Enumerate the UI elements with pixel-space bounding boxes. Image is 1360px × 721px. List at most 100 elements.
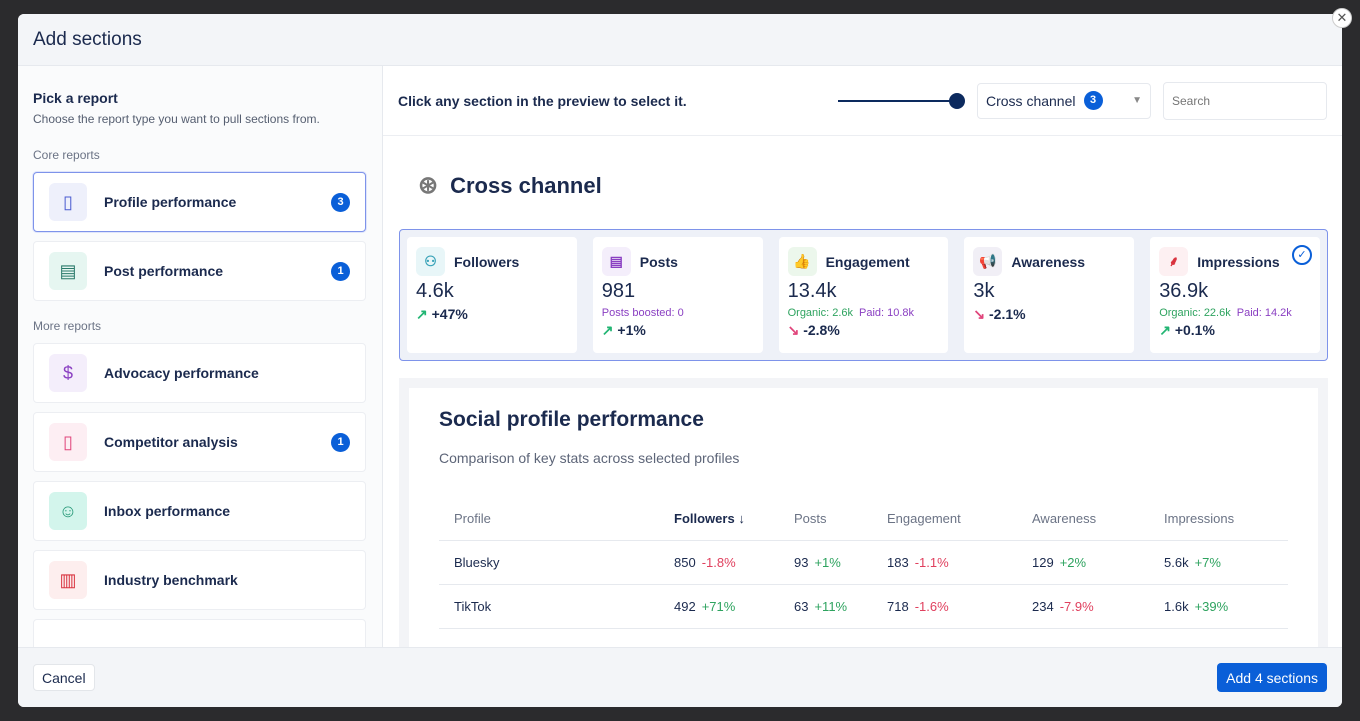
col-engagement[interactable]: Engagement — [872, 511, 1017, 541]
report-industry-benchmark[interactable]: ▥ Industry benchmark — [33, 550, 366, 610]
cell: 5.6k +7% — [1149, 540, 1288, 585]
cell-value: 1.6k — [1164, 599, 1189, 614]
channel-dropdown[interactable]: Cross channel 3 ▼ — [977, 82, 1151, 119]
cell: 183 -1.1% — [872, 540, 1017, 585]
chevron-down-icon: ▼ — [1132, 95, 1142, 106]
organic-value: Organic: 22.6k — [1159, 307, 1231, 319]
cell-change: -1.6% — [914, 599, 949, 614]
arrow-up-icon: ↗ — [1159, 322, 1171, 338]
stat-awareness: 📢 Awareness 3k ↘ -2.1% — [964, 237, 1135, 353]
cell: 129 +2% — [1017, 540, 1149, 585]
arrow-up-icon: ↗ — [416, 306, 428, 322]
stat-value: 36.9k — [1159, 280, 1209, 302]
search-input[interactable] — [1163, 81, 1327, 120]
table-row: Bluesky 850 -1.8% 93 +1% 183 -1.1% 129 +2% 5.6k +7… — [439, 540, 1288, 585]
profile-table: Profile Followers ↓ Posts Engagement Awa… — [439, 511, 1288, 629]
report-label: Post performance — [104, 263, 224, 279]
stat-value: 3k — [973, 280, 995, 302]
modal-footer: Cancel Add 4 sections — [18, 647, 1342, 707]
organic-value: Organic: 2.6k — [787, 307, 854, 319]
preview-title-text: Cross channel — [450, 172, 602, 198]
document-icon: ▤ — [601, 247, 631, 276]
preview-toolbar: Click any section in the preview to sele… — [383, 66, 1342, 136]
thumbs-up-icon: 👍 — [787, 247, 817, 276]
cell-change: +11% — [814, 599, 848, 614]
section-title: Social profile performance — [439, 408, 704, 431]
cell: 1.6k +39% — [1149, 584, 1288, 629]
cell-change: +1% — [814, 555, 841, 570]
report-label: Inbox performance — [104, 503, 231, 519]
cell: 850 -1.8% — [659, 540, 779, 585]
stat-label: Awareness — [1011, 253, 1086, 270]
report-competitor-analysis[interactable]: ▯ Competitor analysis 1 — [33, 412, 366, 472]
arrow-down-icon: ↘ — [787, 322, 800, 338]
arrow-up-icon: ↗ — [601, 322, 614, 338]
posts-boosted: Posts boosted: 0 — [601, 307, 684, 319]
globe-network-icon: ⊛ — [418, 172, 439, 199]
report-label: Competitor analysis — [104, 434, 238, 450]
stat-value: 4.6k — [416, 280, 454, 302]
cell: 234 -7.9% — [1017, 584, 1149, 629]
col-followers[interactable]: Followers ↓ — [659, 511, 779, 541]
cell-value: 183 — [887, 555, 909, 570]
cell-change: +71% — [701, 599, 736, 614]
stat-impressions: ⸙ Impressions 36.9k Organic: 22.6k Paid: 14.… — [1150, 237, 1320, 353]
preview-title: ⊛ Cross channel — [418, 171, 602, 200]
paid-value: Paid: 10.8k — [859, 307, 915, 319]
preview-content[interactable]: ⊛ Cross channel ⚇ Followers 4.6k ↗ +47% ▤ Pos… — [383, 136, 1342, 647]
users-icon: ⚇ — [416, 247, 445, 276]
cell-value: 850 — [674, 555, 696, 570]
report-picker: Pick a report Choose the report type you… — [18, 66, 383, 647]
stat-change: -2.8% — [803, 322, 840, 338]
inbox-icon: ☺ — [49, 492, 87, 530]
col-profile[interactable]: Profile — [439, 511, 659, 541]
selected-check-icon[interactable]: ✓ — [1291, 245, 1312, 265]
close-icon[interactable]: ✕ — [1332, 8, 1352, 28]
report-profile-performance[interactable]: ▯ Profile performance 3 — [33, 172, 366, 232]
cell-change: -7.9% — [1059, 599, 1094, 614]
paid-value: Paid: 14.2k — [1236, 307, 1292, 319]
megaphone-dollar-icon: $ — [49, 354, 87, 392]
cell-change: -1.1% — [914, 555, 949, 570]
modal-title: Add sections — [18, 14, 1342, 66]
stat-change: -2.1% — [989, 306, 1026, 322]
col-label: Followers — [674, 511, 735, 526]
report-label: Profile performance — [104, 194, 237, 210]
report-label: Advocacy performance — [104, 365, 259, 381]
cell-value: 5.6k — [1164, 555, 1189, 570]
cell-value: 93 — [794, 555, 809, 570]
slider-handle[interactable] — [949, 92, 965, 109]
cell-value: 234 — [1032, 599, 1054, 614]
social-profile-section[interactable]: Social profile performance Comparison of… — [399, 378, 1328, 647]
report-inbox-performance[interactable]: ☺ Inbox performance — [33, 481, 366, 541]
stat-label: Posts — [639, 253, 678, 270]
cell-change: -1.8% — [701, 555, 736, 570]
stat-label: Impressions — [1197, 253, 1280, 270]
col-awareness[interactable]: Awareness — [1017, 511, 1149, 541]
stat-change: +0.1% — [1174, 322, 1215, 338]
preview-hint: Click any section in the preview to sele… — [398, 92, 687, 109]
cell: 93 +1% — [779, 540, 872, 585]
core-reports-label: Core reports — [33, 148, 100, 162]
preview-pane: Click any section in the preview to sele… — [383, 66, 1342, 647]
stat-value: 981 — [601, 280, 636, 302]
stat-engagement: 👍 Engagement 13.4k Organic: 2.6k Paid: 10.8k… — [778, 237, 949, 353]
cell-change: +39% — [1194, 599, 1229, 614]
count-badge: 1 — [331, 432, 350, 452]
zoom-slider[interactable] — [838, 92, 965, 109]
stats-section[interactable]: ⚇ Followers 4.6k ↗ +47% ▤ Posts 981 Posts boos… — [399, 229, 1328, 361]
picker-subtitle: Choose the report type you want to pull … — [33, 112, 320, 126]
cell-value: 718 — [887, 599, 909, 614]
competitor-phone-icon: ▯ — [49, 423, 87, 461]
col-posts[interactable]: Posts — [779, 511, 872, 541]
col-impressions[interactable]: Impressions — [1149, 511, 1288, 541]
cell-value: 129 — [1032, 555, 1054, 570]
report-post-performance[interactable]: ▤ Post performance 1 — [33, 241, 366, 301]
report-advocacy-performance[interactable]: $ Advocacy performance — [33, 343, 366, 403]
report-item-partial[interactable] — [33, 619, 366, 647]
cancel-button[interactable]: Cancel — [33, 664, 95, 691]
count-badge: 1 — [331, 261, 350, 281]
stat-label: Engagement — [825, 253, 910, 270]
add-sections-button[interactable]: Add 4 sections — [1217, 663, 1327, 692]
megaphone-icon: 📢 — [973, 247, 1003, 276]
